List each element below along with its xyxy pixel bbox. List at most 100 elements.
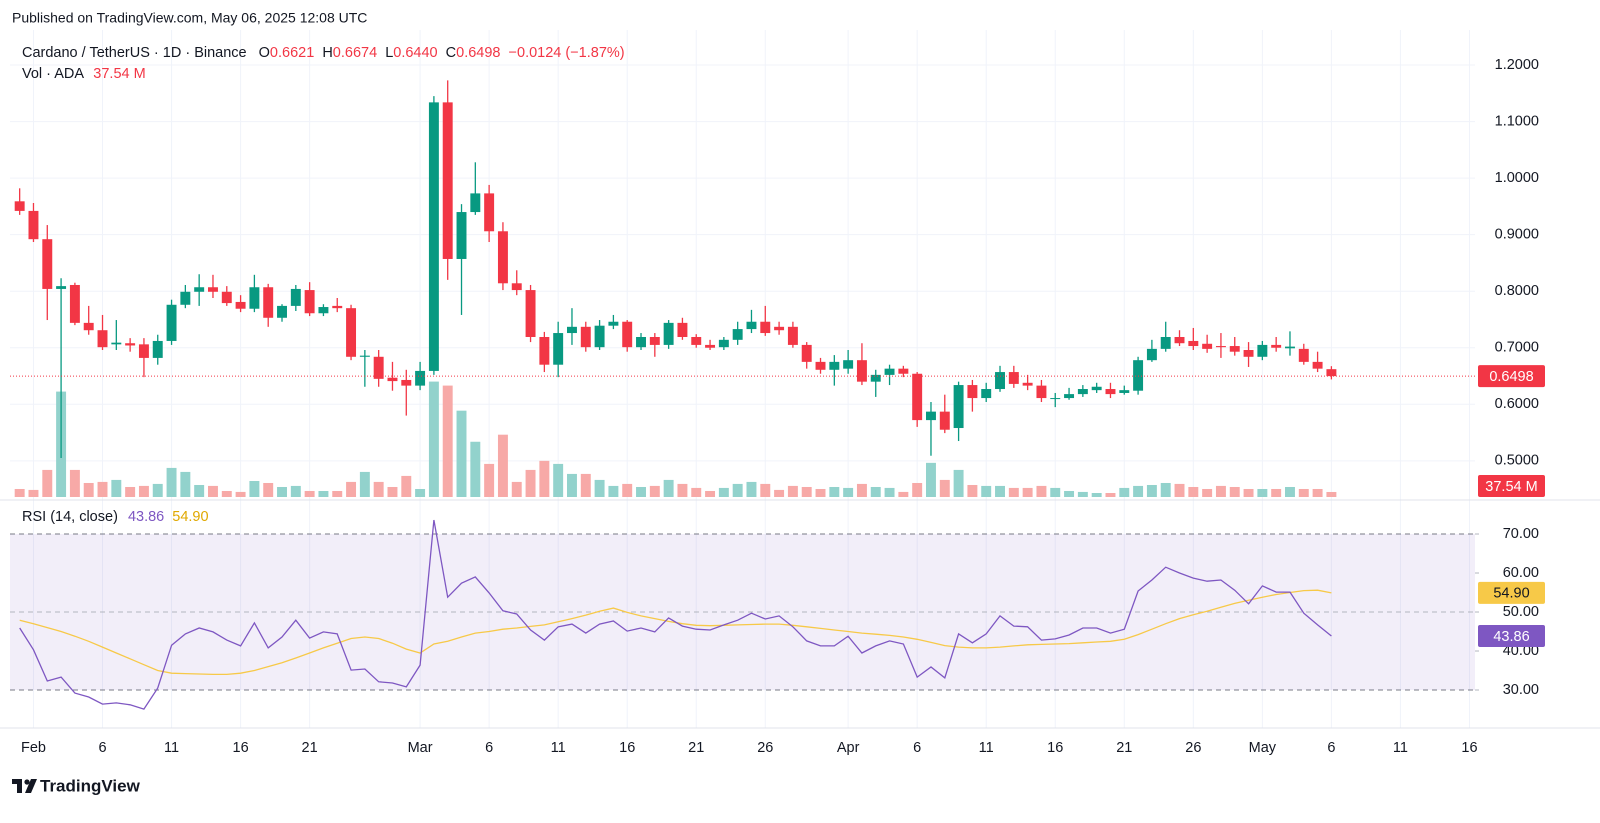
- volume-bar: [691, 487, 702, 497]
- candle-body: [152, 340, 163, 358]
- x-tick-label: 6: [98, 740, 106, 756]
- volume-bar: [194, 484, 205, 497]
- volume-bar: [318, 490, 329, 497]
- volume-bar: [1271, 488, 1282, 497]
- volume-bar: [567, 473, 577, 497]
- candle-body: [912, 373, 923, 421]
- candle-body: [1133, 360, 1144, 391]
- volume-bar: [1215, 485, 1226, 497]
- volume-bar: [1188, 486, 1199, 497]
- volume-bar: [705, 490, 716, 497]
- x-tick-label: 21: [302, 740, 318, 756]
- rsi-title: RSI (14, close): [22, 509, 118, 525]
- candle-body: [1077, 389, 1088, 395]
- rsi-badge-bg: [1478, 624, 1545, 647]
- volume-bar: [456, 410, 467, 497]
- ohlc-key: H: [322, 45, 332, 61]
- volume-bar: [346, 481, 357, 497]
- candle-body: [677, 322, 688, 337]
- volume-bar: [1119, 487, 1130, 497]
- volume-bar: [359, 471, 370, 497]
- ohlc-value: 0.6621: [270, 45, 314, 61]
- volume-bar: [1105, 492, 1116, 497]
- candle-body: [1174, 336, 1185, 344]
- candle-body: [69, 284, 80, 323]
- x-tick-label: 16: [1461, 740, 1477, 756]
- x-tick-label: 21: [688, 740, 704, 756]
- volume-bar: [1022, 487, 1033, 497]
- candle-body: [967, 385, 978, 399]
- volume-bar: [42, 469, 53, 497]
- volume-bar: [732, 483, 743, 497]
- volume-bar: [277, 486, 287, 497]
- candle-body: [415, 370, 426, 386]
- candle-body: [580, 326, 591, 348]
- volume-badge: 37.54 M: [1485, 479, 1537, 495]
- volume-bar: [912, 482, 923, 497]
- ohlc-key: L: [385, 45, 393, 61]
- candle-body: [1188, 340, 1199, 347]
- rsi-tick-label: 70.00: [1503, 526, 1539, 542]
- price-change: −0.0124 (−1.87%): [509, 45, 625, 61]
- volume-bar: [760, 483, 771, 497]
- candle-body: [28, 210, 39, 240]
- volume-bar: [249, 480, 260, 497]
- volume-title: Vol · ADA: [22, 66, 84, 82]
- volume-bar: [373, 481, 384, 497]
- volume-bar: [1312, 488, 1323, 497]
- ohlc-value: 0.6440: [393, 45, 437, 61]
- volume-bar: [939, 479, 950, 497]
- volume-bar: [14, 488, 25, 497]
- volume-bar: [953, 469, 964, 497]
- candle-body: [1298, 348, 1309, 362]
- candle-body: [401, 379, 412, 386]
- x-tick-label: 11: [979, 740, 994, 756]
- candle-body: [373, 356, 384, 379]
- candle-body: [442, 102, 453, 259]
- volume-bar: [926, 462, 936, 497]
- volume-bar: [1326, 491, 1337, 497]
- rsi-ma-badge-bg: [1478, 581, 1545, 604]
- candle-body: [428, 102, 439, 371]
- rsi-tick-label: 60.00: [1503, 565, 1539, 581]
- candle-body: [1285, 346, 1295, 349]
- volume-bar: [235, 491, 246, 497]
- candle-body: [1146, 348, 1157, 361]
- symbol-title: Cardano / TetherUS · 1D · Binance: [22, 45, 247, 61]
- volume-bar: [815, 488, 826, 497]
- logo: TradingView: [12, 776, 141, 795]
- candle-body: [732, 329, 743, 340]
- y-tick-label: 1.1000: [1495, 113, 1539, 129]
- ohlc-key: O: [259, 45, 270, 61]
- volume-bar: [401, 475, 412, 497]
- candle-body: [235, 301, 246, 309]
- candle-body: [249, 287, 260, 309]
- volume-bar: [718, 487, 729, 497]
- candle-body: [567, 326, 577, 334]
- volume-bar: [1298, 488, 1309, 497]
- volume-bar: [608, 485, 619, 497]
- candle-body: [1326, 369, 1337, 377]
- candle-body: [1119, 390, 1130, 393]
- x-tick-label: 16: [1047, 740, 1063, 756]
- volume-bar: [967, 484, 978, 497]
- candle-body: [1202, 343, 1213, 349]
- candle-body: [815, 361, 826, 370]
- candle-body: [304, 290, 315, 314]
- volume-bar: [470, 441, 481, 497]
- volume-bar: [1064, 490, 1075, 497]
- candle-body: [111, 342, 122, 345]
- rsi-value: 43.86: [128, 509, 164, 525]
- volume-bar: [553, 463, 564, 497]
- candle-body: [166, 304, 177, 341]
- candle-body: [346, 308, 357, 357]
- panes: [0, 499, 1600, 729]
- logo-mark: [24, 779, 30, 785]
- candle-body: [608, 321, 619, 326]
- x-tick-label: May: [1249, 740, 1277, 756]
- volume-bar: [263, 482, 274, 497]
- volume-bar: [1133, 485, 1144, 497]
- candle-body: [663, 322, 674, 345]
